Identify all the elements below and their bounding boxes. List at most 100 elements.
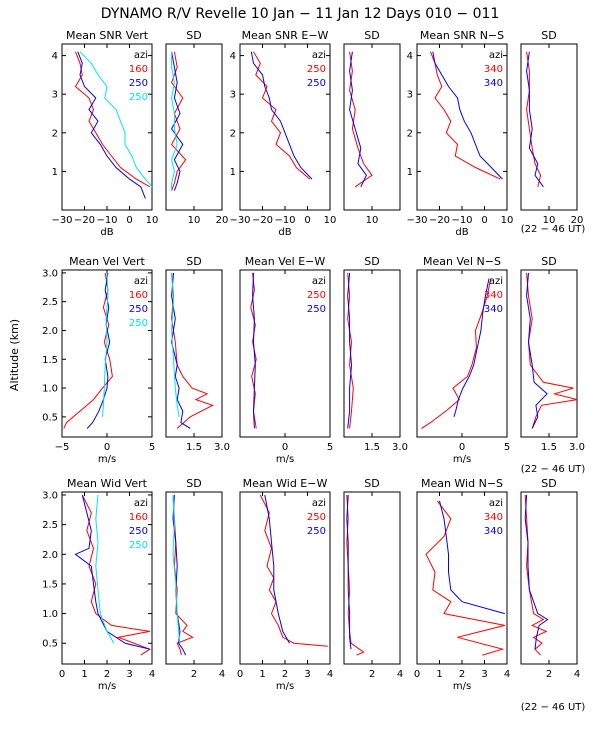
snr-vert-legend-header: azi	[134, 50, 148, 61]
panel-wid-ns: Mean Wid N−S 0 1 2 3 4 m/s azi 340 340	[414, 477, 510, 692]
snr-ew-sd-series-250-1	[349, 51, 367, 188]
snr-ew-xtick-label: −20	[252, 215, 273, 226]
wid-ew-xtick-label: 0	[237, 669, 243, 680]
vel-ew-xtick-label: 0	[282, 442, 288, 453]
snr-ns-series-340-1	[432, 51, 503, 180]
snr-vert-legend-entry: 250	[129, 92, 148, 103]
snr-ew-sd-xtick-label: 10	[366, 215, 379, 226]
snr-ew-xlabel: dB	[278, 227, 291, 238]
snr-vert-xtick-label: 0	[126, 215, 132, 226]
vel-ns-xlabel: m/s	[453, 454, 471, 465]
vel-ew-xtick-label: 5	[327, 442, 333, 453]
panel-snr-ew: Mean SNR E−W −30 −20 −10 0 10 1 2 3 4 dB azi 250 250	[229, 29, 336, 238]
wid-ew-title: Mean Wid E−W	[243, 477, 328, 490]
wid-vert-series-160-0	[81, 494, 151, 656]
wid-ns-xtick-label: 4	[504, 669, 510, 680]
panel-vel-ns-sd: SD 1.5 3.0	[520, 255, 585, 453]
vel-vert-xlabel: m/s	[98, 454, 116, 465]
snr-ns-sd-xtick-label: 10	[543, 215, 556, 226]
snr-ew-ytick-label: 2	[230, 128, 236, 139]
snr-vert-series-250-1	[77, 51, 146, 199]
wid-ew-series-250-0	[259, 494, 328, 647]
snr-vert-xtick-label: −20	[74, 215, 95, 226]
snr-ew-series-250-0	[253, 51, 311, 180]
vel-ns-xtick-label: 5	[504, 442, 510, 453]
snr-ns-sd-title: SD	[541, 29, 556, 42]
snr-vert-title: Mean SNR Vert	[66, 29, 149, 42]
vel-ew-legend-entry: 250	[307, 290, 326, 301]
wid-vert-ytick-label: 1.5	[42, 579, 58, 590]
wid-ns-xtick-label: 3	[481, 669, 487, 680]
vel-vert-xtick-label: 5	[149, 442, 155, 453]
vel-vert-ytick-label: 2.5	[42, 297, 58, 308]
vel-vert-series-160-0	[63, 272, 113, 429]
snr-ns-ytick-label: 1	[407, 167, 413, 178]
snr-vert-ytick-label: 2	[52, 128, 58, 139]
vel-ew-title: Mean Vel E−W	[245, 255, 326, 268]
snr-ns-title: Mean SNR N−S	[420, 29, 504, 42]
wid-ns-sd-frame	[520, 491, 578, 665]
vel-ew-sd-title: SD	[364, 255, 379, 268]
vel-ew-legend-entry: 250	[307, 304, 326, 315]
wid-ew-legend-entry: 250	[307, 512, 326, 523]
snr-vert-ytick-label: 3	[52, 90, 58, 101]
snr-ns-xtick-label: 10	[501, 215, 514, 226]
panel-vel-ew-sd: SD 1.5 3.0	[343, 255, 408, 453]
snr-ns-xlabel: dB	[455, 227, 468, 238]
vel-ew-series-250-1	[252, 272, 256, 429]
vel-ew-sd-series-250-1	[347, 272, 353, 429]
snr-vert-sd-title: SD	[186, 29, 201, 42]
vel-vert-sd-series-160-0	[171, 272, 214, 429]
wid-vert-xtick-label: 0	[59, 669, 65, 680]
vel-ns-legend-header: azi	[489, 276, 503, 287]
vel-ns-legend-entry: 340	[484, 290, 503, 301]
wid-ns-xtick-label: 1	[436, 669, 442, 680]
vel-ew-legend-header: azi	[312, 276, 326, 287]
vel-ew-sd-xtick-label: 1.5	[364, 442, 380, 453]
vel-ns-sd-xtick-label: 3.0	[569, 442, 585, 453]
snr-vert-xtick-label: −10	[96, 215, 117, 226]
snr-vert-series-160-0	[74, 51, 151, 188]
vel-vert-ytick-label: 3.0	[42, 268, 58, 279]
wid-ew-sd-xtick-label: 4	[397, 669, 403, 680]
wid-ew-xtick-label: 2	[282, 669, 288, 680]
wid-vert-xtick-label: 3	[126, 669, 132, 680]
vel-vert-ytick-label: 1.5	[42, 355, 58, 366]
vel-vert-sd-title: SD	[186, 255, 201, 268]
vel-ns-sd-series-340-1	[526, 272, 548, 429]
wid-vert-ytick-label: 2.5	[42, 520, 58, 531]
vel-vert-title: Mean Vel Vert	[69, 255, 145, 268]
panel-vel-vert-sd: SD 1.5 3.0	[165, 255, 230, 453]
snr-ns-sd-series-340-1	[526, 51, 544, 188]
wid-ns-sd-xtick-label: 2	[546, 669, 552, 680]
panel-snr-ns-sd: SD 10 20	[520, 29, 583, 226]
wid-ew-sd-series-250-1	[346, 494, 352, 650]
snr-ew-sd-series-250-0	[349, 51, 373, 188]
vel-vert-legend-entry: 160	[129, 290, 148, 301]
snr-ew-ytick-label: 1	[230, 167, 236, 178]
snr-ew-xtick-label: 10	[324, 215, 337, 226]
snr-ns-xtick-label: 0	[481, 215, 487, 226]
wid-vert-ytick-label: 2.0	[42, 550, 58, 561]
wid-ew-xlabel: m/s	[276, 681, 294, 692]
panel-wid-ew: Mean Wid E−W 0 1 2 3 4 m/s azi 250 250	[237, 477, 333, 692]
wid-vert-sd-series-250-2	[172, 494, 181, 644]
wid-vert-sd-series-160-0	[172, 494, 194, 656]
wid-ns-xtick-label: 0	[414, 669, 420, 680]
wid-ew-sd-title: SD	[364, 477, 379, 490]
snr-ew-legend-entry: 250	[307, 64, 326, 75]
snr-ns-sd-series-340-0	[526, 51, 542, 187]
snr-ew-legend-header: azi	[312, 50, 326, 61]
wid-ns-legend-header: azi	[489, 498, 503, 509]
wid-vert-legend-entry: 250	[129, 540, 148, 551]
y-axis-label: Altitude (km)	[8, 319, 21, 391]
vel-ns-legend-entry: 340	[484, 304, 503, 315]
wid-vert-ytick-label: 1.0	[42, 609, 58, 620]
vel-vert-ytick-label: 1.0	[42, 384, 58, 395]
snr-vert-sd-series-250-1	[171, 51, 184, 191]
vel-ns-sd-title: SD	[541, 255, 556, 268]
wid-ns-sd-series-340-1	[524, 494, 549, 650]
wid-vert-xtick-label: 2	[104, 669, 110, 680]
wid-ns-sd-title: SD	[541, 477, 556, 490]
